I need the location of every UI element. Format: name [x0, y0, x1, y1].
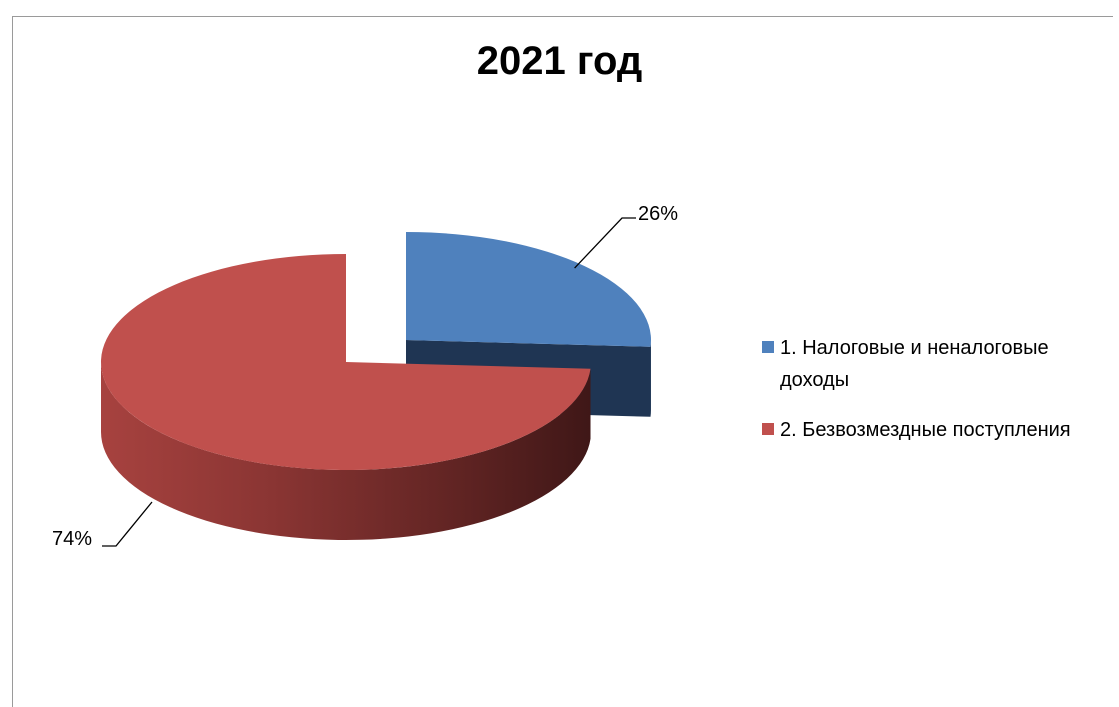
data-label-slice-1: 26% [638, 203, 678, 226]
legend-item-1: 1. Налоговые и неналоговые доходы [762, 332, 1112, 396]
legend: 1. Налоговые и неналоговые доходы 2. Без… [762, 332, 1112, 464]
data-label-slice-2: 74% [52, 528, 92, 551]
legend-label-1: 1. Налоговые и неналоговые доходы [780, 337, 1049, 391]
legend-label-2: 2. Безвозмездные поступления [780, 419, 1071, 441]
leader-line-slice-1 [575, 218, 636, 268]
legend-item-2: 2. Безвозмездные поступления [762, 414, 1112, 446]
leader-line-slice-2 [102, 502, 152, 546]
legend-swatch-blue [762, 341, 774, 353]
slice-1 [406, 232, 651, 347]
legend-swatch-red [762, 423, 774, 435]
pie-slices [101, 232, 651, 540]
